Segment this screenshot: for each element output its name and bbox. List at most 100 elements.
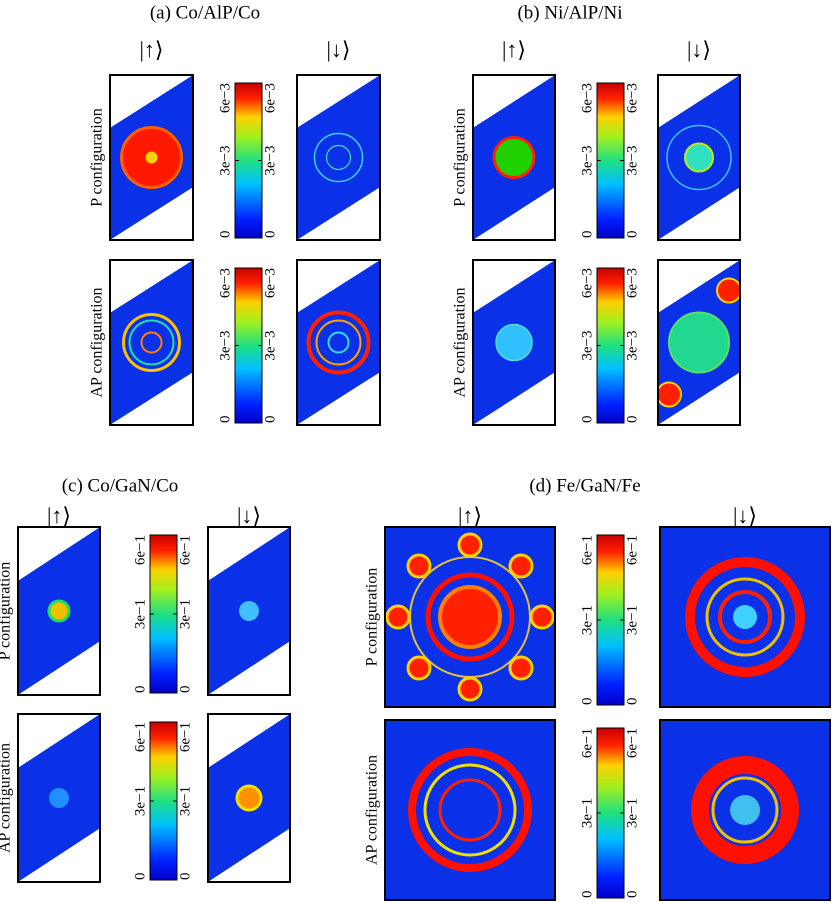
colorbar-tick-label: 3e−3 — [624, 330, 640, 360]
colorbar-tick-label: 3e−3 — [624, 145, 640, 175]
colorbar-tick-label: 0 — [579, 416, 595, 424]
map-feature — [705, 577, 785, 657]
heatmap — [208, 714, 290, 882]
colorbar-tick-label: 6e−1 — [579, 728, 595, 758]
colorbar-tick-label: 0 — [262, 416, 278, 424]
heatmap — [658, 260, 740, 425]
map-frame — [207, 713, 291, 883]
map-feature — [47, 599, 71, 623]
map-frame — [296, 74, 381, 241]
row-label: P configuration — [364, 568, 381, 667]
colorbar-tick-label: 0 — [132, 873, 148, 881]
panel-title: (a) Co/AlP/Co — [150, 2, 260, 23]
map-feature — [406, 655, 432, 681]
map-frame — [296, 259, 381, 426]
map-feature — [711, 776, 779, 844]
heatmap — [658, 75, 740, 240]
heatmap — [18, 714, 100, 882]
map-feature — [684, 142, 714, 173]
colorbar-tick-label: 0 — [132, 686, 148, 694]
colorbar-tick-label: 0 — [579, 231, 595, 239]
heatmap — [18, 527, 100, 695]
colorbar-tick-label: 6e−1 — [132, 722, 148, 752]
column-label: |↑⟩ — [140, 37, 164, 62]
colorbar — [596, 267, 625, 424]
map-feature — [425, 572, 515, 662]
column-label: |↑⟩ — [47, 503, 71, 528]
column-label: |↓⟩ — [733, 503, 757, 528]
map-frame — [384, 719, 556, 901]
map-frame — [659, 526, 831, 708]
map-feature — [315, 319, 362, 366]
map-frame — [17, 526, 101, 696]
colorbar-tick-label: 0 — [217, 416, 233, 424]
colorbar-tick-label: 0 — [177, 686, 193, 694]
row-label: AP configuration — [89, 287, 106, 397]
colorbar-tick-label: 3e−1 — [177, 599, 193, 629]
colorbar-tick-label: 0 — [217, 231, 233, 239]
colorbar-tick-label: 0 — [579, 891, 595, 899]
colorbar-tick-label: 3e−3 — [579, 330, 595, 360]
map-feature — [668, 311, 730, 374]
colorbar-tick-label: 3e−1 — [624, 798, 640, 828]
map-feature — [408, 748, 532, 872]
column-label: |↓⟩ — [237, 503, 261, 528]
map-feature — [730, 795, 760, 825]
map-feature — [457, 676, 483, 702]
colorbar-tick-label: 6e−3 — [217, 268, 233, 298]
colorbar-tick-label: 6e−1 — [177, 722, 193, 752]
column-label: |↑⟩ — [502, 37, 526, 62]
map-feature — [492, 136, 536, 179]
colorbar-tick-label: 0 — [624, 891, 640, 899]
colorbar-tick-label: 6e−3 — [579, 83, 595, 113]
colorbar-tick-label: 6e−1 — [624, 728, 640, 758]
map-feature — [718, 590, 772, 644]
map-feature — [325, 144, 352, 171]
map-feature — [140, 331, 163, 354]
map-feature — [128, 319, 175, 366]
colorbar — [596, 82, 625, 239]
colorbar-tick-label: 3e−1 — [579, 798, 595, 828]
column-label: |↑⟩ — [458, 503, 482, 528]
map-feature — [122, 313, 181, 372]
map-frame — [472, 259, 556, 426]
map-frame — [659, 719, 831, 901]
map-feature — [385, 604, 411, 630]
row-label: AP configuration — [452, 287, 469, 397]
map-background — [297, 260, 380, 425]
map-frame — [109, 259, 194, 426]
row-label: AP configuration — [0, 743, 14, 853]
heatmap — [110, 260, 193, 425]
map-feature — [508, 553, 534, 579]
map-feature — [685, 557, 805, 677]
panel-title: (d) Fe/GaN/Fe — [529, 475, 640, 496]
panel-title: (c) Co/GaN/Co — [62, 475, 179, 496]
colorbar-tick-label: 6e−1 — [624, 535, 640, 565]
heatmap — [297, 260, 380, 425]
heatmap — [110, 75, 193, 240]
colorbar — [149, 721, 178, 881]
heatmap — [660, 720, 830, 900]
map-feature — [666, 124, 732, 191]
map-feature — [495, 323, 533, 362]
map-background — [297, 75, 380, 240]
colorbar-tick-label: 3e−1 — [177, 786, 193, 816]
map-feature — [313, 132, 364, 183]
colorbar-tick-label: 3e−3 — [217, 145, 233, 175]
map-feature — [406, 553, 432, 579]
map-feature — [423, 763, 517, 857]
colorbar-tick-label: 3e−3 — [217, 330, 233, 360]
map-background — [110, 260, 193, 425]
panel-title: (b) Ni/AlP/Ni — [517, 2, 622, 23]
map-frame — [384, 526, 556, 708]
column-label: |↓⟩ — [687, 37, 711, 62]
colorbar-tick-label: 0 — [177, 873, 193, 881]
colorbar-tick-label: 3e−1 — [624, 605, 640, 635]
map-feature — [658, 381, 682, 408]
colorbar-tick-label: 6e−3 — [624, 83, 640, 113]
heatmap — [385, 527, 555, 707]
colorbar-tick-label: 3e−1 — [132, 786, 148, 816]
map-feature — [438, 585, 502, 649]
colorbar — [149, 534, 178, 694]
